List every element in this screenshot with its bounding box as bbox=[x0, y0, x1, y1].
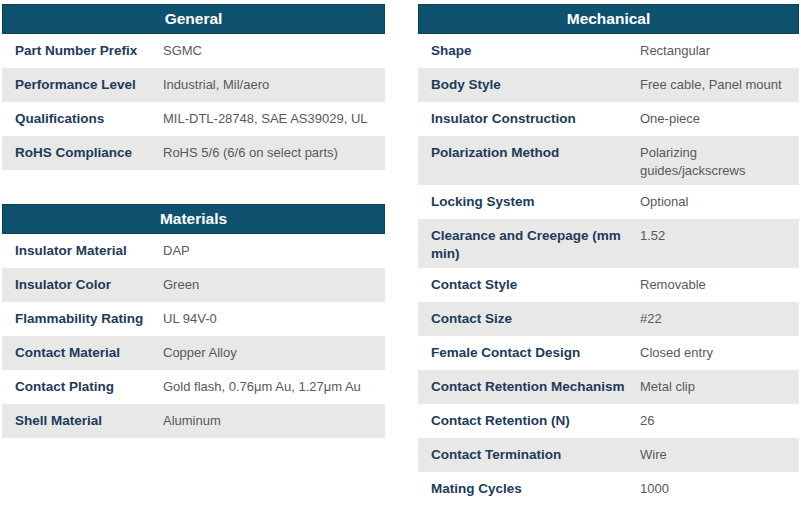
table-row: Contact Size#22 bbox=[418, 302, 799, 336]
table-row: Polarization MethodPolarizing guides/jac… bbox=[418, 136, 799, 185]
spec-value: Green bbox=[163, 276, 385, 294]
spec-label: Locking System bbox=[418, 193, 640, 211]
spec-value: One-piece bbox=[640, 110, 799, 128]
table-row: Locking SystemOptional bbox=[418, 185, 799, 219]
spec-label: Contact Style bbox=[418, 276, 640, 294]
spec-value: Copper Alloy bbox=[163, 344, 385, 362]
mechanical-table: MechanicalShapeRectangularBody StyleFree… bbox=[418, 4, 799, 506]
spec-label: Contact Size bbox=[418, 310, 640, 328]
spec-label: Contact Material bbox=[2, 344, 163, 362]
table-row: Contact MaterialCopper Alloy bbox=[2, 336, 385, 370]
table-row: Performance LevelIndustrial, Mil/aero bbox=[2, 68, 385, 102]
spec-label: Flammability Rating bbox=[2, 310, 163, 328]
table-row: Part Number PrefixSGMC bbox=[2, 34, 385, 68]
spec-value: SGMC bbox=[163, 42, 385, 60]
table-row: ShapeRectangular bbox=[418, 34, 799, 68]
table-row: Contact Retention MechanismMetal clip bbox=[418, 370, 799, 404]
spec-value: Removable bbox=[640, 276, 799, 294]
spec-sheet-page: GeneralPart Number PrefixSGMCPerformance… bbox=[0, 0, 801, 508]
materials-table: MaterialsInsulator MaterialDAPInsulator … bbox=[2, 204, 385, 438]
spec-label: Female Contact Design bbox=[418, 344, 640, 362]
spec-value: Rectangular bbox=[640, 42, 799, 60]
spec-value: Free cable, Panel mount bbox=[640, 76, 799, 94]
table-row: QualificationsMIL-DTL-28748, SAE AS39029… bbox=[2, 102, 385, 136]
table-row: Flammability RatingUL 94V-0 bbox=[2, 302, 385, 336]
table-row: Contact PlatingGold flash, 0.76μm Au, 1.… bbox=[2, 370, 385, 404]
spec-label: RoHS Compliance bbox=[2, 144, 163, 162]
spec-value: Industrial, Mil/aero bbox=[163, 76, 385, 94]
spec-label: Contact Termination bbox=[418, 446, 640, 464]
spec-label: Contact Retention (N) bbox=[418, 412, 640, 430]
spec-label: Clearance and Creepage (mm min) bbox=[418, 227, 640, 262]
spec-label: Shape bbox=[418, 42, 640, 60]
spec-label: Performance Level bbox=[2, 76, 163, 94]
spec-label: Contact Plating bbox=[2, 378, 163, 396]
spec-value: DAP bbox=[163, 242, 385, 260]
spec-label: Insulator Construction bbox=[418, 110, 640, 128]
table-row: Contact Retention (N)26 bbox=[418, 404, 799, 438]
spec-label: Shell Material bbox=[2, 412, 163, 430]
table-row: Insulator ColorGreen bbox=[2, 268, 385, 302]
spec-value: Wire bbox=[640, 446, 799, 464]
spec-value: 26 bbox=[640, 412, 799, 430]
right-column: MechanicalShapeRectangularBody StyleFree… bbox=[418, 4, 799, 506]
spec-value: 1000 bbox=[640, 480, 799, 498]
spec-label: Part Number Prefix bbox=[2, 42, 163, 60]
spec-value: RoHS 5/6 (6/6 on select parts) bbox=[163, 144, 385, 162]
table-title: Materials bbox=[2, 204, 385, 234]
table-row: Mating Cycles1000 bbox=[418, 472, 799, 506]
spec-value: Polarizing guides/jackscrews bbox=[640, 144, 799, 179]
table-title: General bbox=[2, 4, 385, 34]
spec-value: MIL-DTL-28748, SAE AS39029, UL bbox=[163, 110, 385, 128]
table-row: Body StyleFree cable, Panel mount bbox=[418, 68, 799, 102]
spec-label: Contact Retention Mechanism bbox=[418, 378, 640, 396]
table-title: Mechanical bbox=[418, 4, 799, 34]
table-row: Shell MaterialAluminum bbox=[2, 404, 385, 438]
left-column: GeneralPart Number PrefixSGMCPerformance… bbox=[2, 4, 385, 438]
spec-value: Gold flash, 0.76μm Au, 1.27μm Au bbox=[163, 378, 385, 396]
spec-value: Metal clip bbox=[640, 378, 799, 396]
table-row: RoHS ComplianceRoHS 5/6 (6/6 on select p… bbox=[2, 136, 385, 170]
table-row: Contact TerminationWire bbox=[418, 438, 799, 472]
spec-value: #22 bbox=[640, 310, 799, 328]
spec-value: Aluminum bbox=[163, 412, 385, 430]
general-table: GeneralPart Number PrefixSGMCPerformance… bbox=[2, 4, 385, 170]
spec-value: 1.52 bbox=[640, 227, 799, 245]
table-row: Insulator ConstructionOne-piece bbox=[418, 102, 799, 136]
spec-value: UL 94V-0 bbox=[163, 310, 385, 328]
table-row: Female Contact DesignClosed entry bbox=[418, 336, 799, 370]
spec-label: Polarization Method bbox=[418, 144, 640, 162]
spec-label: Mating Cycles bbox=[418, 480, 640, 498]
spec-label: Insulator Color bbox=[2, 276, 163, 294]
spec-value: Closed entry bbox=[640, 344, 799, 362]
spec-value: Optional bbox=[640, 193, 799, 211]
table-row: Contact StyleRemovable bbox=[418, 268, 799, 302]
spec-label: Insulator Material bbox=[2, 242, 163, 260]
spec-label: Body Style bbox=[418, 76, 640, 94]
table-row: Insulator MaterialDAP bbox=[2, 234, 385, 268]
table-row: Clearance and Creepage (mm min)1.52 bbox=[418, 219, 799, 268]
spec-label: Qualifications bbox=[2, 110, 163, 128]
